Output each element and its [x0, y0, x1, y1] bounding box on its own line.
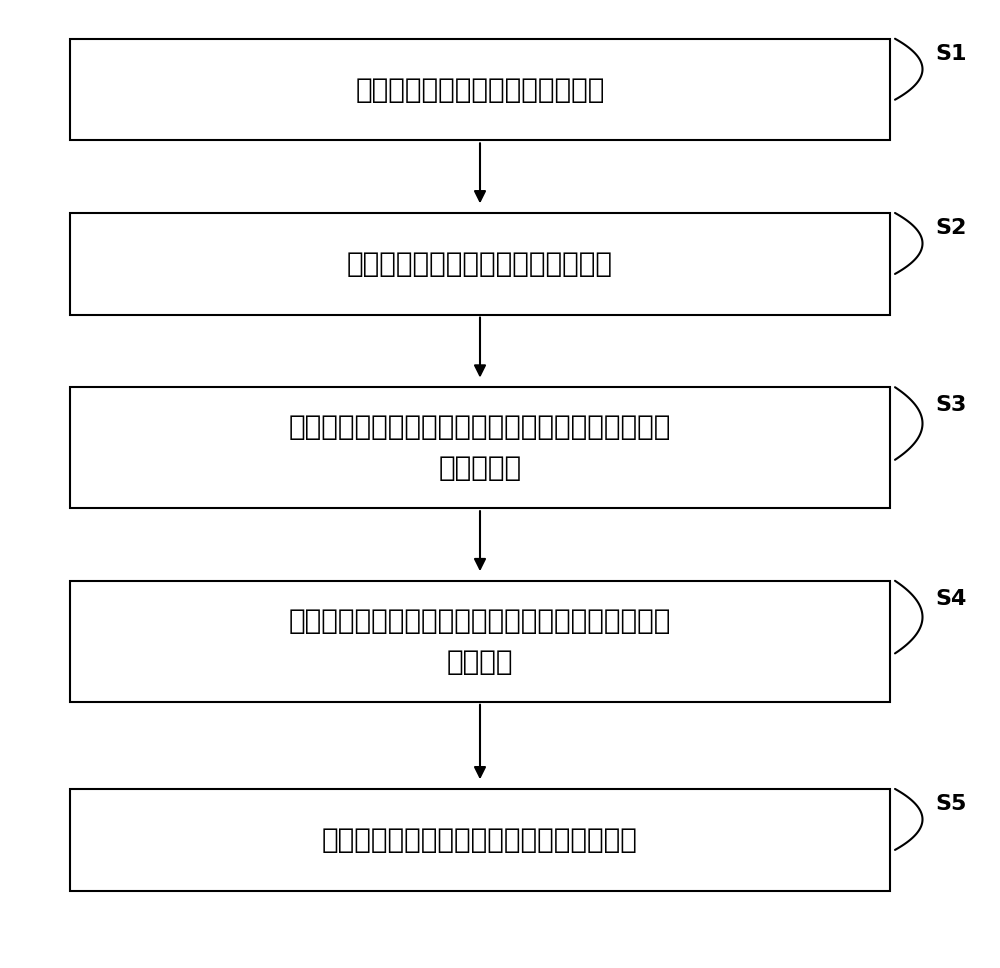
- Text: 判断电梯是否超载，若超载则发送超载信号: 判断电梯是否超载，若超载则发送超载信号: [322, 826, 638, 854]
- Text: 通过读取电容两端电压获取目前电梯所承载乘客及物
体的质量: 通过读取电容两端电压获取目前电梯所承载乘客及物 体的质量: [289, 607, 671, 676]
- Bar: [70, 39, 890, 140]
- Bar: [70, 213, 890, 315]
- Text: 将训练完成的网络参数保存，并将相应网络数据储存
在单片机中: 将训练完成的网络参数保存，并将相应网络数据储存 在单片机中: [289, 413, 671, 482]
- Text: S2: S2: [935, 218, 966, 238]
- Text: S4: S4: [935, 589, 966, 609]
- Text: 通过获取的训练集数据进行网络训练: 通过获取的训练集数据进行网络训练: [347, 250, 613, 278]
- Text: S3: S3: [935, 395, 966, 415]
- Text: 通过测试，获取电梯的训练集数据: 通过测试，获取电梯的训练集数据: [355, 76, 605, 104]
- Bar: [70, 387, 890, 508]
- Text: S5: S5: [935, 794, 966, 814]
- Text: S1: S1: [935, 44, 966, 64]
- Bar: [70, 789, 890, 891]
- Bar: [70, 581, 890, 702]
